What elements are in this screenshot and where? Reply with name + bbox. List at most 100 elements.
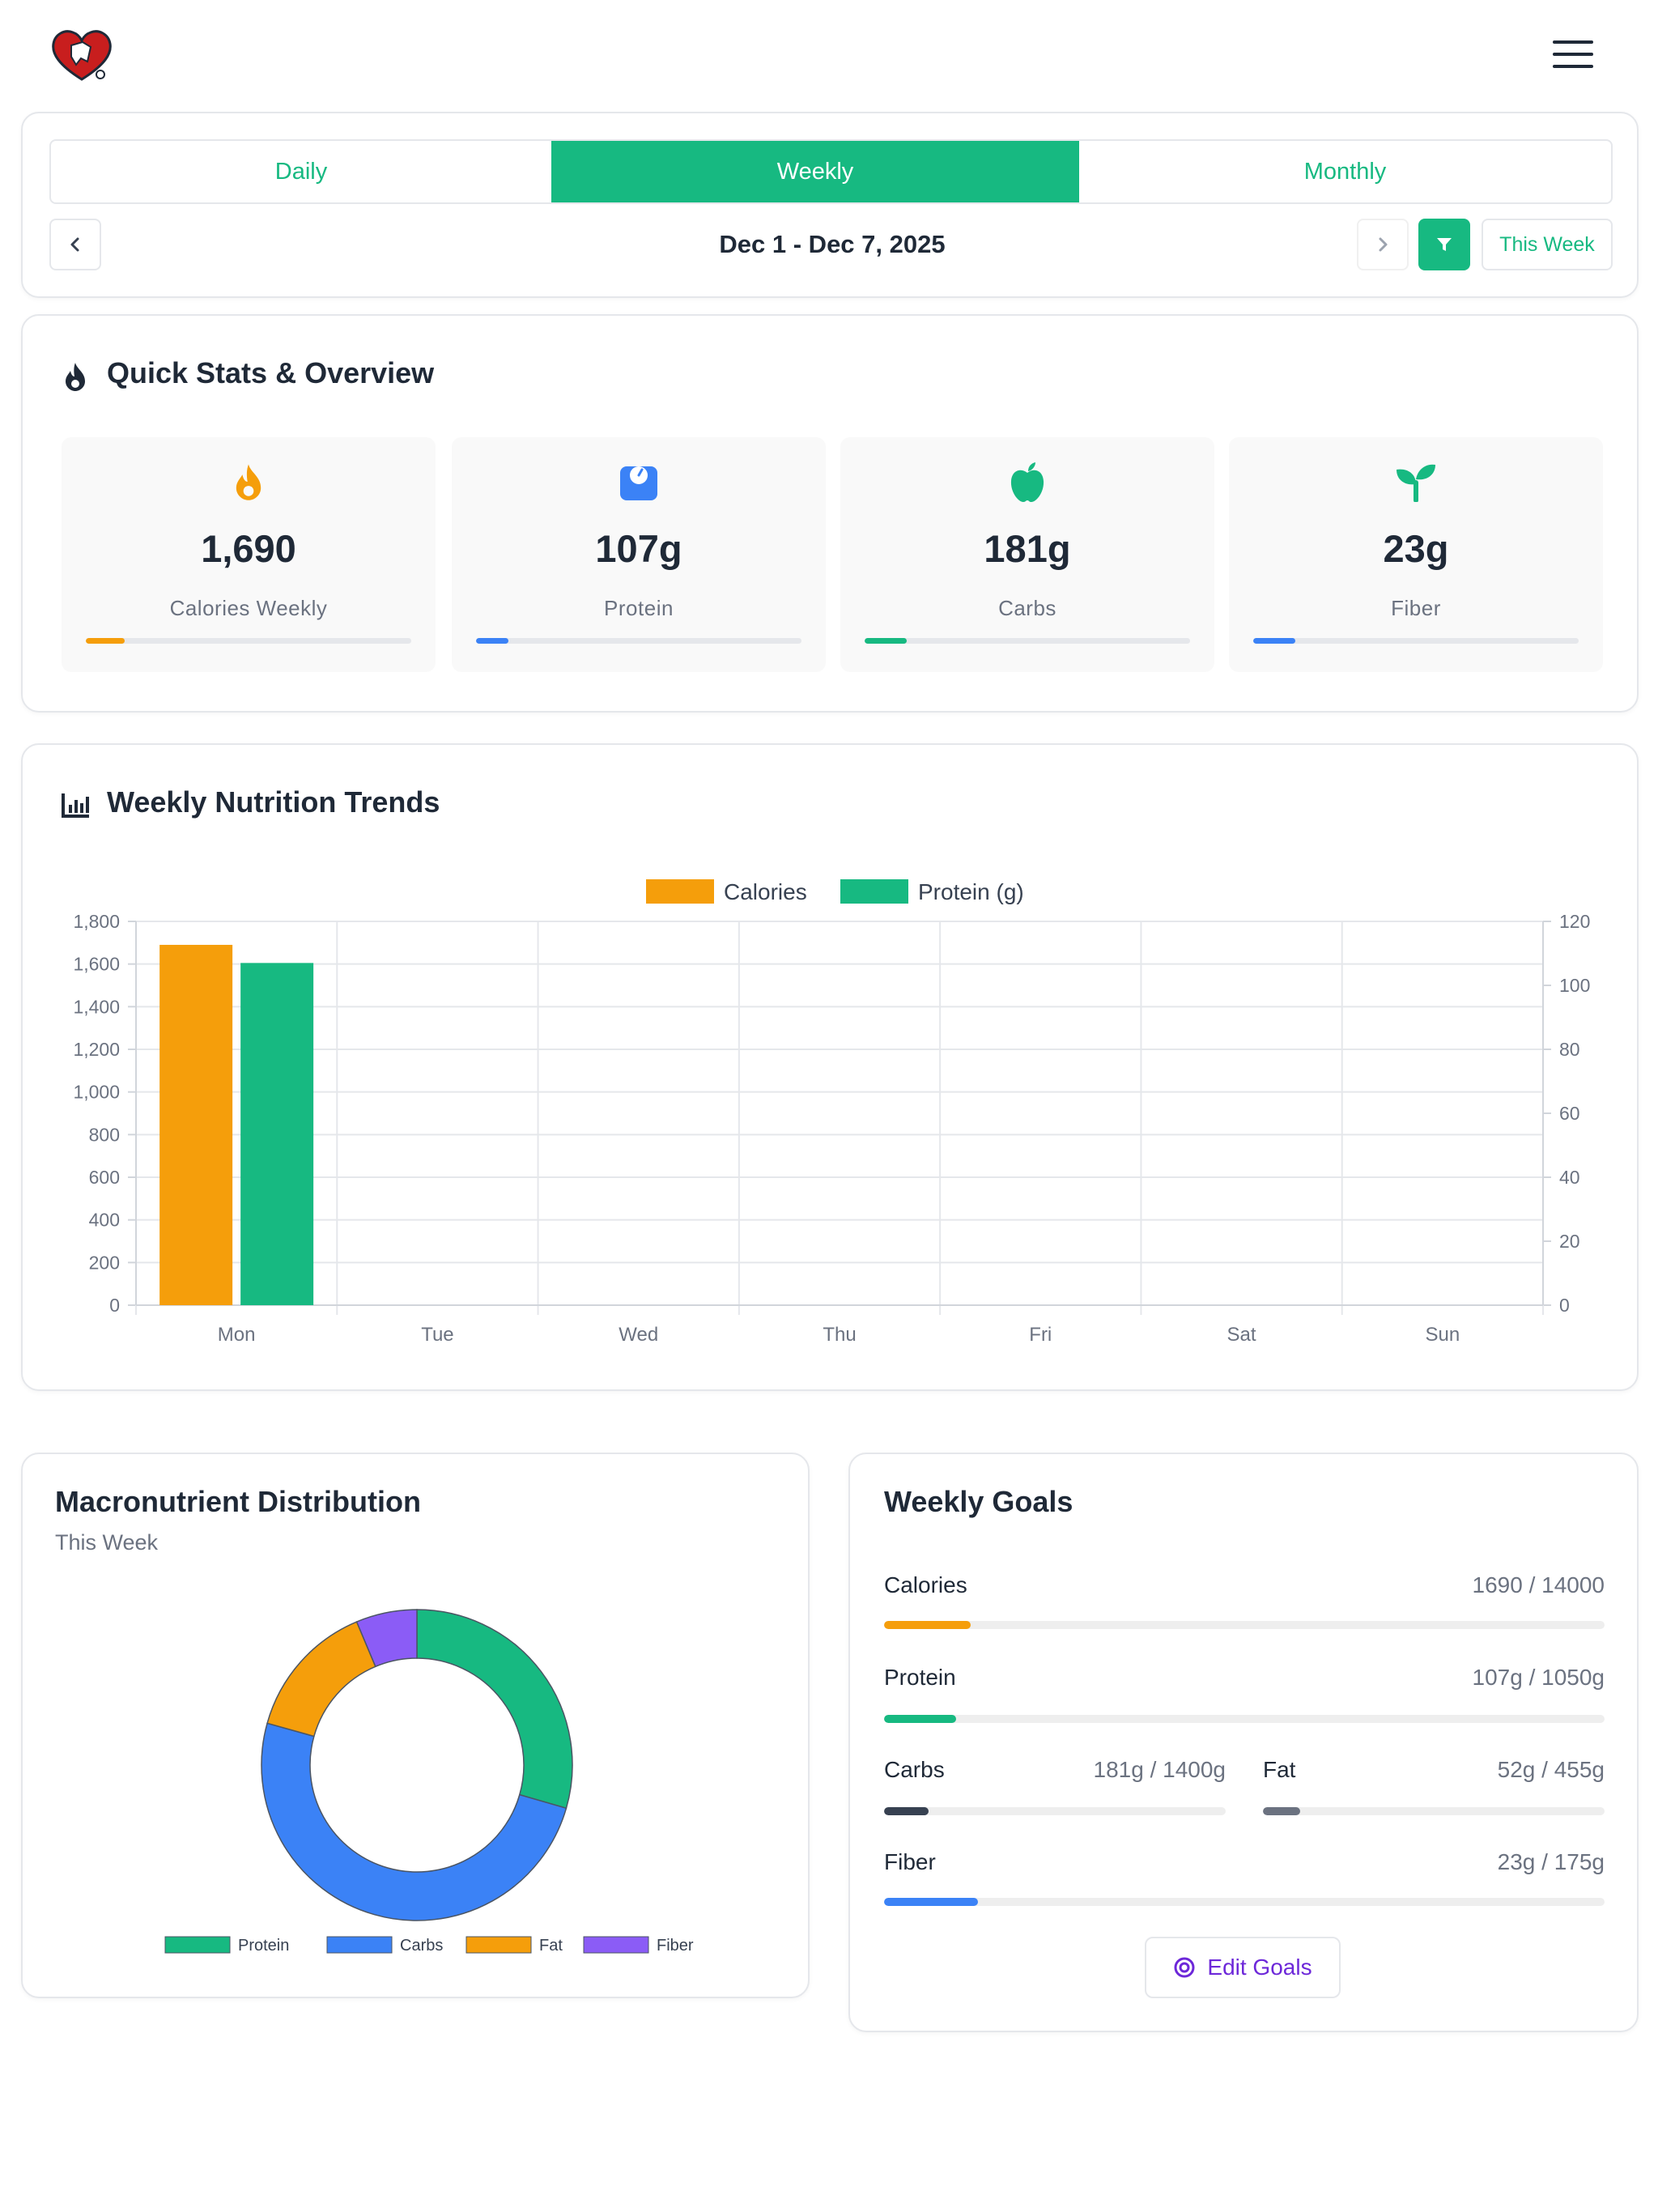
stat-tile-protein: 107g Protein — [452, 437, 826, 672]
target-icon — [1174, 1957, 1195, 1978]
stat-tile-calories: 1,690 Calories Weekly — [62, 437, 436, 672]
y-right-tick-label: 100 — [1559, 975, 1590, 996]
stat-progress-bar — [865, 638, 1190, 644]
next-period-button[interactable] — [1357, 219, 1409, 270]
x-tick-label: Wed — [619, 1324, 658, 1346]
date-range-label: Dec 1 - Dec 7, 2025 — [719, 230, 946, 258]
quick-stats-card: Quick Stats & Overview 1,690 Calories We… — [21, 314, 1639, 713]
stat-value: 181g — [984, 527, 1071, 570]
period-selector-card: Daily Weekly Monthly Dec 1 - Dec 7, 2025… — [21, 112, 1639, 298]
y-left-tick-label: 1,400 — [73, 996, 120, 1017]
goal-value-fiber: 23g / 175g — [1497, 1849, 1605, 1874]
legend-label: Protein (g) — [918, 879, 1024, 904]
edit-goals-button[interactable]: Edit Goals — [1145, 1937, 1341, 1998]
goal-value-fat: 52g / 455g — [1497, 1757, 1605, 1782]
legend-swatch — [326, 1936, 393, 1954]
x-tick-label: Sat — [1227, 1324, 1256, 1346]
weekly-trends-card: Weekly Nutrition Trends Calories Protein … — [21, 743, 1639, 1391]
tab-monthly[interactable]: Monthly — [1303, 158, 1387, 185]
legend-swatch — [646, 879, 714, 904]
stat-label: Calories Weekly — [169, 596, 328, 620]
x-tick-label: Sun — [1426, 1324, 1460, 1346]
flame-icon — [63, 361, 87, 396]
stat-value: 23g — [1383, 527, 1449, 570]
stat-value: 1,690 — [201, 527, 296, 570]
heart-logo-icon[interactable] — [50, 29, 113, 83]
x-tick-label: Fri — [1029, 1324, 1052, 1346]
legend-label: Calories — [724, 879, 807, 904]
stat-label: Protein — [604, 596, 674, 620]
bar-chart-icon — [62, 792, 91, 822]
goal-name-calories: Calories — [884, 1572, 967, 1597]
y-left-tick-label: 1,800 — [73, 911, 120, 932]
stat-progress-bar — [476, 638, 801, 644]
chevron-right-icon — [1379, 237, 1388, 252]
goal-progress-fiber — [884, 1898, 1605, 1906]
y-left-tick-label: 1,000 — [73, 1082, 120, 1103]
y-left-tick-label: 200 — [89, 1252, 120, 1273]
y-left-tick-label: 1,200 — [73, 1039, 120, 1060]
y-left-tick-label: 0 — [109, 1295, 120, 1316]
y-left-tick-label: 1,600 — [73, 954, 120, 975]
scale-icon — [452, 462, 826, 502]
weekly-goals-card: Weekly Goals Calories 1690 / 14000 Prote… — [848, 1453, 1639, 2032]
legend-label: Protein — [238, 1937, 289, 1955]
y-right-tick-label: 0 — [1559, 1295, 1570, 1316]
previous-period-button[interactable] — [49, 219, 101, 270]
goal-progress-carbs — [884, 1807, 1226, 1815]
doughnut-slice-carbs — [261, 1722, 568, 1921]
legend-label: Fat — [539, 1937, 563, 1955]
weekly-goals-title: Weekly Goals — [884, 1485, 1073, 1518]
goal-name-carbs: Carbs — [884, 1757, 945, 1782]
stat-label: Carbs — [998, 596, 1056, 620]
sprout-icon — [1229, 462, 1603, 502]
doughnut-slice-fat — [266, 1621, 376, 1738]
legend-swatch — [583, 1936, 649, 1954]
macronutrient-card: Macronutrient Distribution This Week Pro… — [21, 1453, 810, 1998]
goal-name-fiber: Fiber — [884, 1849, 936, 1874]
goal-progress-protein — [884, 1715, 1605, 1723]
filter-icon — [1437, 238, 1452, 251]
y-right-tick-label: 20 — [1559, 1231, 1580, 1252]
apple-icon — [840, 462, 1214, 504]
y-left-tick-label: 600 — [89, 1167, 120, 1188]
y-right-tick-label: 40 — [1559, 1167, 1580, 1188]
weekly-trends-title: Weekly Nutrition Trends — [107, 785, 440, 819]
goal-value-protein: 107g / 1050g — [1472, 1665, 1605, 1690]
macronutrient-doughnut-chart: Protein Carbs Fat Fiber — [164, 1609, 694, 1955]
stat-tile-fiber: 23g Fiber — [1229, 437, 1603, 672]
legend-swatch — [840, 879, 908, 904]
stat-value: 107g — [595, 527, 682, 570]
doughnut-slice-fiber — [355, 1609, 418, 1668]
this-week-button[interactable]: This Week — [1482, 219, 1613, 270]
macronutrient-title: Macronutrient Distribution — [55, 1485, 421, 1518]
stat-progress-bar — [86, 638, 411, 644]
y-right-tick-label: 80 — [1559, 1039, 1580, 1060]
stat-tile-carbs: 181g Carbs — [840, 437, 1214, 672]
legend-swatch — [164, 1936, 231, 1954]
filter-button[interactable] — [1418, 219, 1470, 270]
legend-label: Carbs — [400, 1937, 443, 1955]
tab-daily[interactable]: Daily — [274, 158, 328, 185]
period-tabs: Daily Weekly Monthly — [49, 139, 1613, 204]
tab-weekly[interactable]: Weekly — [551, 141, 1079, 202]
bar-protein-g-mon — [240, 963, 314, 1305]
x-tick-label: Mon — [218, 1324, 256, 1346]
flame-icon — [62, 462, 436, 502]
goal-name-protein: Protein — [884, 1665, 956, 1690]
y-left-tick-label: 400 — [89, 1210, 120, 1231]
edit-goals-label: Edit Goals — [1207, 1955, 1312, 1980]
hamburger-menu-icon[interactable] — [1551, 37, 1595, 71]
stat-progress-bar — [1253, 638, 1579, 644]
chevron-left-icon — [70, 237, 79, 252]
top-bar — [0, 0, 1658, 108]
legend-label: Fiber — [657, 1937, 694, 1955]
goal-progress-fat — [1263, 1807, 1605, 1815]
macronutrient-subtitle: This Week — [55, 1530, 159, 1555]
goal-name-fat: Fat — [1263, 1757, 1296, 1782]
x-tick-label: Thu — [823, 1324, 856, 1346]
bar-calories-mon — [159, 944, 233, 1305]
x-tick-label: Tue — [421, 1324, 453, 1346]
y-right-tick-label: 120 — [1559, 911, 1590, 932]
goal-progress-calories — [884, 1621, 1605, 1629]
